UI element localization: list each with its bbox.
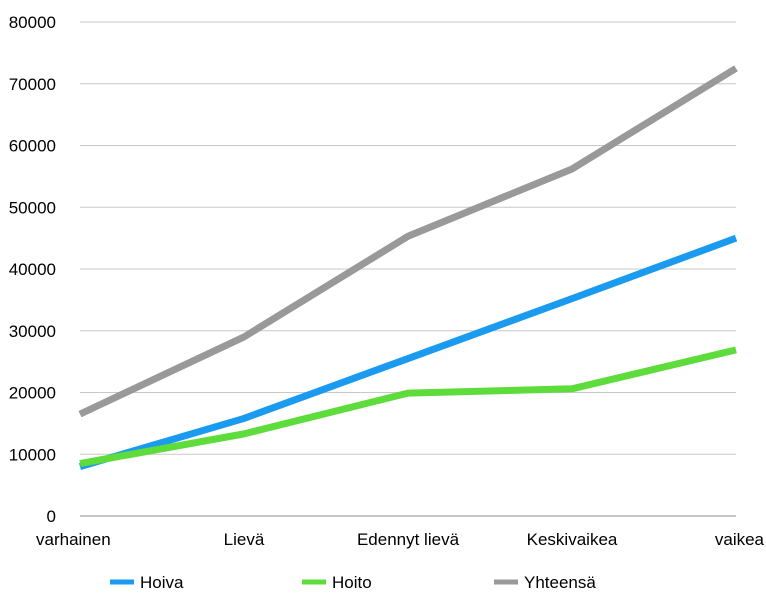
legend: Hoiva Hoito Yhteensä	[110, 573, 596, 592]
y-tick-label: 10000	[9, 445, 56, 464]
x-tick-label: vaikea	[715, 530, 765, 549]
series-lines	[78, 65, 738, 470]
x-axis: varhainen Lievä Edennyt lievä Keskivaikea va…	[36, 530, 765, 549]
series-line-hoito	[79, 346, 737, 467]
x-tick-label: Edennyt lievä	[357, 530, 460, 549]
y-tick-label: 30000	[9, 322, 56, 341]
legend-label: Hoiva	[140, 573, 184, 592]
y-tick-label: 40000	[9, 260, 56, 279]
y-tick-label: 0	[47, 507, 56, 526]
y-tick-label: 80000	[9, 13, 56, 32]
y-tick-label: 70000	[9, 75, 56, 94]
x-tick-label: varhainen	[36, 530, 111, 549]
series-line-yhteensä	[78, 65, 738, 418]
x-tick-label: Keskivaikea	[527, 530, 618, 549]
x-tick-label: Lievä	[224, 530, 265, 549]
y-tick-label: 20000	[9, 384, 56, 403]
y-axis: 0 10000 20000 30000 40000 50000 60000 70000 8000…	[9, 13, 56, 526]
series-line-hoiva	[79, 234, 738, 470]
y-tick-label: 50000	[9, 198, 56, 217]
y-tick-label: 60000	[9, 137, 56, 156]
legend-label: Hoito	[332, 573, 372, 592]
gridlines	[80, 21, 736, 517]
legend-label: Yhteensä	[524, 573, 596, 592]
